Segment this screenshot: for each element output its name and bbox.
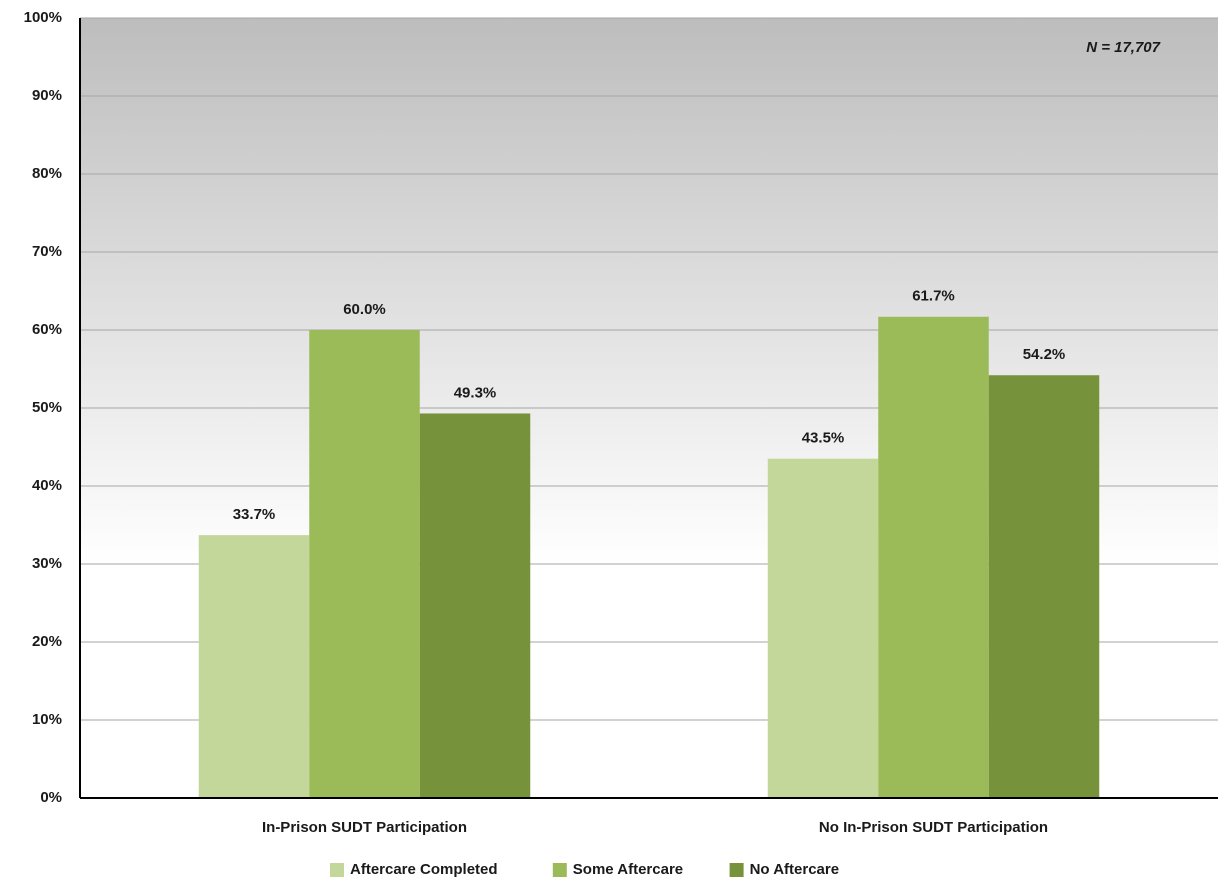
x-tick-label: In-Prison SUDT Participation [262,819,467,836]
legend-label: No Aftercare [750,861,839,878]
value-label: 60.0% [343,301,386,318]
y-tick-label: 70% [32,243,62,260]
bar [878,316,989,798]
y-tick-label: 80% [32,165,62,182]
bar [988,375,1100,798]
annotation: N = 17,707 [1086,39,1160,56]
value-label: 54.2% [1023,346,1066,363]
legend-swatch [729,863,744,877]
legend-swatch [330,863,344,877]
value-label: 49.3% [454,384,497,401]
legend-label: Some Aftercare [573,861,683,878]
bar [767,458,879,798]
value-label: 43.5% [802,430,845,447]
y-tick-label: 30% [32,555,62,572]
y-tick-label: 40% [32,477,62,494]
bar [309,330,420,798]
value-label: 61.7% [912,288,955,305]
y-tick-label: 20% [32,633,62,650]
y-tick-label: 100% [24,9,62,26]
legend-swatch [552,863,567,877]
y-tick-label: 50% [32,399,62,416]
y-tick-label: 0% [40,789,62,806]
x-tick-label: No In-Prison SUDT Participation [819,819,1048,836]
y-tick-label: 90% [32,87,62,104]
y-tick-label: 60% [32,321,62,338]
bar [419,413,531,798]
legend-label: Aftercare Completed [350,861,498,878]
bar [198,535,310,798]
value-label: 33.7% [233,506,276,523]
y-tick-label: 10% [32,711,62,728]
